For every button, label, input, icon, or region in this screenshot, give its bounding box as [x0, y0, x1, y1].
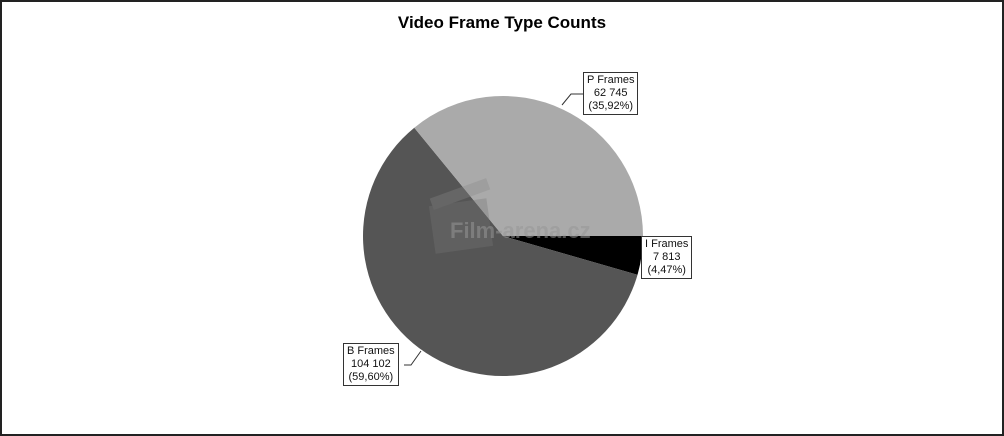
label-b-frames: B Frames 104 102 (59,60%) [343, 343, 399, 386]
label-value: 62 745 [593, 87, 628, 99]
label-name: P Frames [587, 74, 635, 86]
pie-slice-b-frames [362, 127, 638, 376]
leader-p-frames [561, 93, 583, 106]
chart-title: Video Frame Type Counts [397, 13, 607, 32]
label-value: 7 813 [652, 251, 681, 263]
label-name: B Frames [347, 345, 395, 357]
label-name: I Frames [645, 238, 689, 250]
leader-b-frames [404, 350, 422, 366]
watermark: Film-arena.cz [450, 218, 591, 243]
watermark-clapperboard-icon [428, 178, 494, 254]
label-p-frames: P Frames 62 745 (35,92%) [583, 72, 639, 115]
pie-slice-p-frames [414, 96, 643, 236]
label-i-frames: I Frames 7 813 (4,47%) [641, 236, 693, 279]
pie-slice-i-frames [503, 236, 643, 275]
label-percent: (4,47%) [647, 264, 686, 276]
label-value: 104 102 [350, 358, 391, 370]
label-percent: (59,60%) [348, 371, 394, 383]
label-percent: (35,92%) [588, 100, 634, 112]
